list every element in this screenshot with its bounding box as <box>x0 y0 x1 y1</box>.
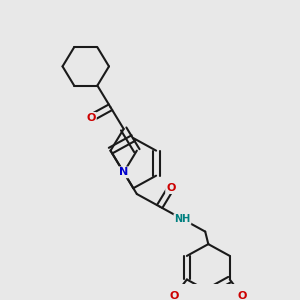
Text: O: O <box>86 113 96 123</box>
Text: NH: NH <box>174 214 190 224</box>
Text: O: O <box>170 291 179 300</box>
Text: O: O <box>238 291 247 300</box>
Text: O: O <box>166 183 176 193</box>
Text: N: N <box>119 167 128 177</box>
